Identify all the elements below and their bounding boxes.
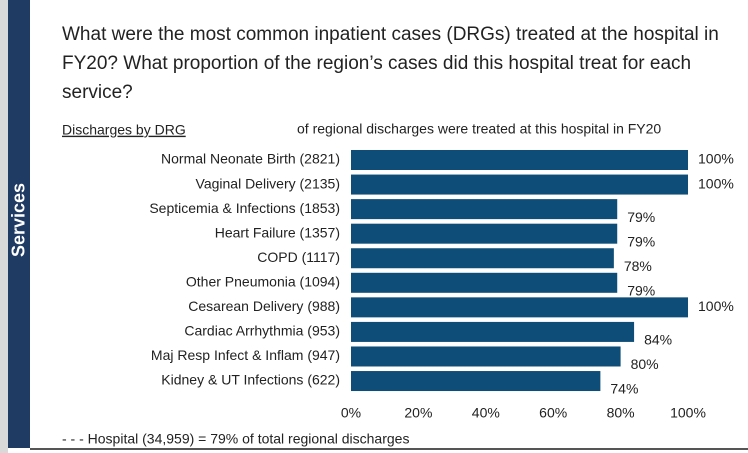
category-label: Cesarean Delivery (988) (188, 298, 340, 314)
bar (351, 223, 618, 244)
category-label: COPD (1117) (257, 249, 340, 265)
bar (351, 199, 618, 220)
value-label: 78% (624, 258, 652, 274)
bar (351, 150, 688, 170)
category-label: Other Pneumonia (1094) (186, 274, 340, 290)
chart-subtitle: of regional discharges were treated at t… (297, 121, 661, 137)
chart-title: Discharges by DRG (62, 122, 186, 138)
category-label: Normal Neonate Birth (2821) (161, 151, 340, 167)
value-label: 100% (698, 151, 734, 167)
sidebar (8, 0, 30, 448)
question: What were the most common inpatient case… (62, 24, 719, 103)
bar (351, 272, 618, 293)
category-label: Kidney & UT Infections (622) (161, 372, 340, 388)
category-label: Maj Resp Infect & Inflam (947) (151, 347, 340, 363)
x-tick-label: 40% (472, 405, 500, 421)
value-label: 80% (631, 356, 659, 372)
x-tick-label: 20% (404, 405, 432, 421)
value-label: 74% (610, 381, 638, 397)
x-tick-label: 80% (607, 405, 635, 421)
category-label: Cardiac Arrhythmia (953) (184, 323, 340, 339)
footnote: - - - Hospital (34,959) = 79% of total r… (62, 431, 409, 447)
bar (351, 248, 614, 269)
category-label: Vaginal Delivery (2135) (196, 175, 340, 191)
value-label: 79% (627, 233, 655, 249)
bar (351, 371, 601, 392)
value-label: 100% (698, 175, 734, 191)
x-tick-label: 60% (539, 405, 567, 421)
x-tick-label: 100% (670, 405, 706, 421)
value-label: 84% (644, 332, 672, 348)
category-label: Heart Failure (1357) (215, 224, 340, 240)
bar (351, 297, 688, 318)
x-tick-label: 0% (341, 405, 361, 421)
side-border (0, 0, 8, 453)
bottom-rule (30, 448, 748, 450)
category-label: Septicemia & Infections (1853) (149, 200, 340, 216)
value-label: 79% (627, 209, 655, 225)
value-label: 100% (698, 298, 734, 314)
bar (351, 321, 635, 342)
value-label: 79% (627, 283, 655, 299)
bar (351, 346, 621, 367)
bar (351, 174, 688, 195)
